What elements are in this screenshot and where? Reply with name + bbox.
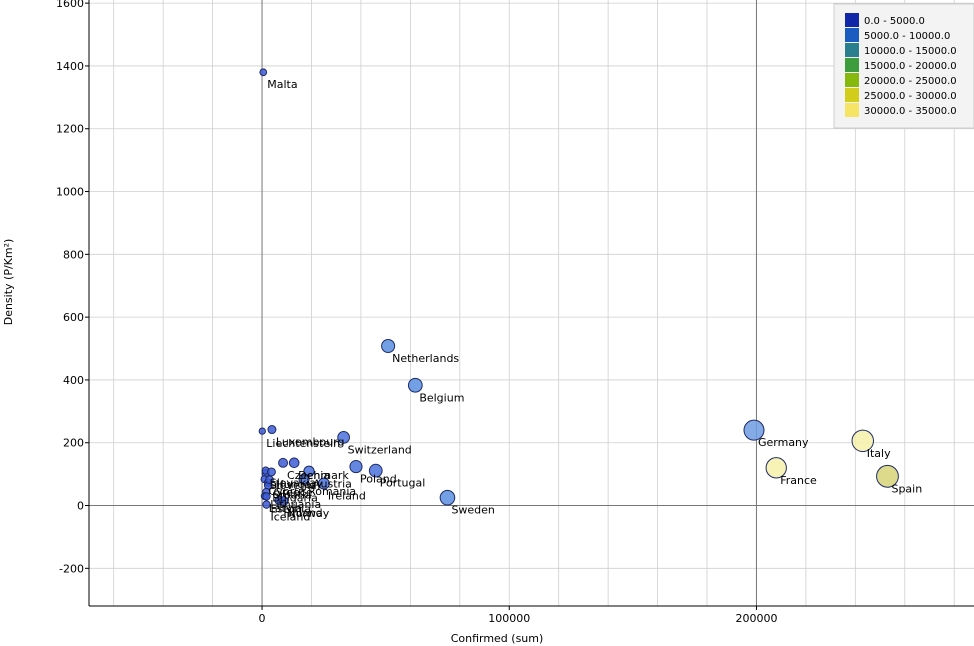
legend: 0.0 - 5000.0 5000.0 - 10000.0 10000.0 - 15… bbox=[833, 3, 974, 129]
legend-swatch bbox=[845, 13, 859, 27]
point-label: Romania bbox=[308, 485, 356, 498]
data-point bbox=[265, 475, 274, 485]
data-point bbox=[298, 473, 310, 485]
point-label: Greece bbox=[273, 486, 312, 499]
point-label: Netherlands bbox=[392, 352, 459, 365]
axes bbox=[88, 0, 974, 607]
x-tick-label: 100000 bbox=[488, 612, 530, 625]
point-label: Spain bbox=[891, 482, 922, 495]
tick-labels: -200 0 200 400 600 800 1000 1200 1400 1600 0 100000… bbox=[56, 0, 777, 625]
data-point bbox=[851, 429, 874, 453]
point-label: Slovenia bbox=[270, 479, 317, 492]
legend-label: 10000.0 - 15000.0 bbox=[864, 46, 957, 57]
point-label: Hungary bbox=[275, 478, 322, 491]
data-point bbox=[349, 460, 363, 474]
y-tick-label: 1000 bbox=[56, 186, 84, 199]
point-label: Estonia bbox=[270, 502, 311, 515]
data-point bbox=[258, 427, 266, 435]
point-label: Denmark bbox=[298, 469, 349, 482]
data-point bbox=[262, 500, 271, 509]
data-point bbox=[278, 457, 289, 468]
y-tick-label: 1600 bbox=[56, 0, 84, 10]
data-point bbox=[381, 338, 396, 354]
y-tick-label: -200 bbox=[59, 562, 84, 575]
legend-swatch bbox=[845, 58, 859, 72]
data-point bbox=[259, 68, 268, 77]
x-tick-label: 200000 bbox=[735, 612, 777, 625]
data-point bbox=[743, 419, 765, 441]
data-point bbox=[303, 465, 315, 477]
y-tick-label: 800 bbox=[63, 248, 84, 261]
legend-label: 15000.0 - 20000.0 bbox=[864, 61, 957, 72]
legend-swatch bbox=[845, 73, 859, 87]
data-points bbox=[258, 68, 899, 509]
point-label: Switzerland bbox=[348, 443, 412, 456]
y-tick-label: 600 bbox=[63, 311, 84, 324]
data-point bbox=[407, 377, 423, 393]
point-label: Italy bbox=[867, 447, 891, 460]
point-label: Ireland bbox=[328, 490, 366, 503]
data-point bbox=[288, 457, 300, 469]
legend-label: 25000.0 - 30000.0 bbox=[864, 91, 957, 102]
data-point bbox=[278, 496, 289, 507]
x-tick-label: 0 bbox=[259, 612, 266, 625]
legend-swatch bbox=[845, 28, 859, 42]
y-tick-label: 1400 bbox=[56, 60, 84, 73]
point-label: Belgium bbox=[419, 391, 464, 404]
data-point bbox=[368, 463, 383, 478]
point-label: Cyprus bbox=[269, 485, 308, 498]
data-point bbox=[337, 431, 350, 444]
point-labels: Malta Netherlands Belgium LuxembourgLiechte… bbox=[266, 78, 922, 523]
point-label: Sweden bbox=[451, 504, 494, 517]
point-label: France bbox=[780, 474, 817, 487]
y-tick-label: 400 bbox=[63, 374, 84, 387]
point-label: Norway bbox=[288, 507, 330, 520]
point-label: Iceland bbox=[270, 511, 310, 524]
legend-label: 30000.0 - 35000.0 bbox=[864, 106, 957, 117]
point-label: Portugal bbox=[380, 477, 426, 490]
point-label: Czechia bbox=[287, 469, 330, 482]
y-tick-label: 200 bbox=[63, 437, 84, 450]
legend-swatch bbox=[845, 88, 859, 102]
legend-label: 0.0 - 5000.0 bbox=[864, 16, 925, 27]
data-point bbox=[439, 489, 456, 506]
point-label: Germany bbox=[758, 436, 809, 449]
data-point bbox=[765, 457, 787, 479]
point-label: Slovakia bbox=[270, 477, 316, 490]
legend-swatch bbox=[845, 103, 859, 117]
point-label: Latvia bbox=[269, 502, 303, 515]
point-label: Poland bbox=[360, 473, 397, 486]
legend-label: 20000.0 - 25000.0 bbox=[864, 76, 957, 87]
point-label: Liechtenstein bbox=[266, 437, 340, 450]
point-label: Malta bbox=[267, 78, 297, 91]
point-label: Lithuania bbox=[270, 498, 321, 511]
point-label: Austria bbox=[313, 477, 352, 490]
data-point bbox=[262, 492, 271, 501]
y-tick-label: 1200 bbox=[56, 123, 84, 136]
data-point bbox=[266, 467, 276, 477]
legend-label: 5000.0 - 10000.0 bbox=[864, 31, 950, 42]
data-point bbox=[876, 464, 899, 488]
point-label: Luxembourg bbox=[276, 436, 345, 449]
y-tick-label: 0 bbox=[77, 500, 84, 513]
y-axis-label: Density (P/Km²) bbox=[2, 239, 15, 326]
legend-swatch bbox=[845, 43, 859, 57]
x-axis-label: Confirmed (sum) bbox=[451, 632, 544, 645]
data-point bbox=[317, 477, 330, 490]
data-point bbox=[267, 425, 277, 435]
point-label: Bulgaria bbox=[272, 491, 318, 504]
point-label: Croatia bbox=[272, 489, 312, 502]
point-label: Finland bbox=[283, 506, 322, 519]
